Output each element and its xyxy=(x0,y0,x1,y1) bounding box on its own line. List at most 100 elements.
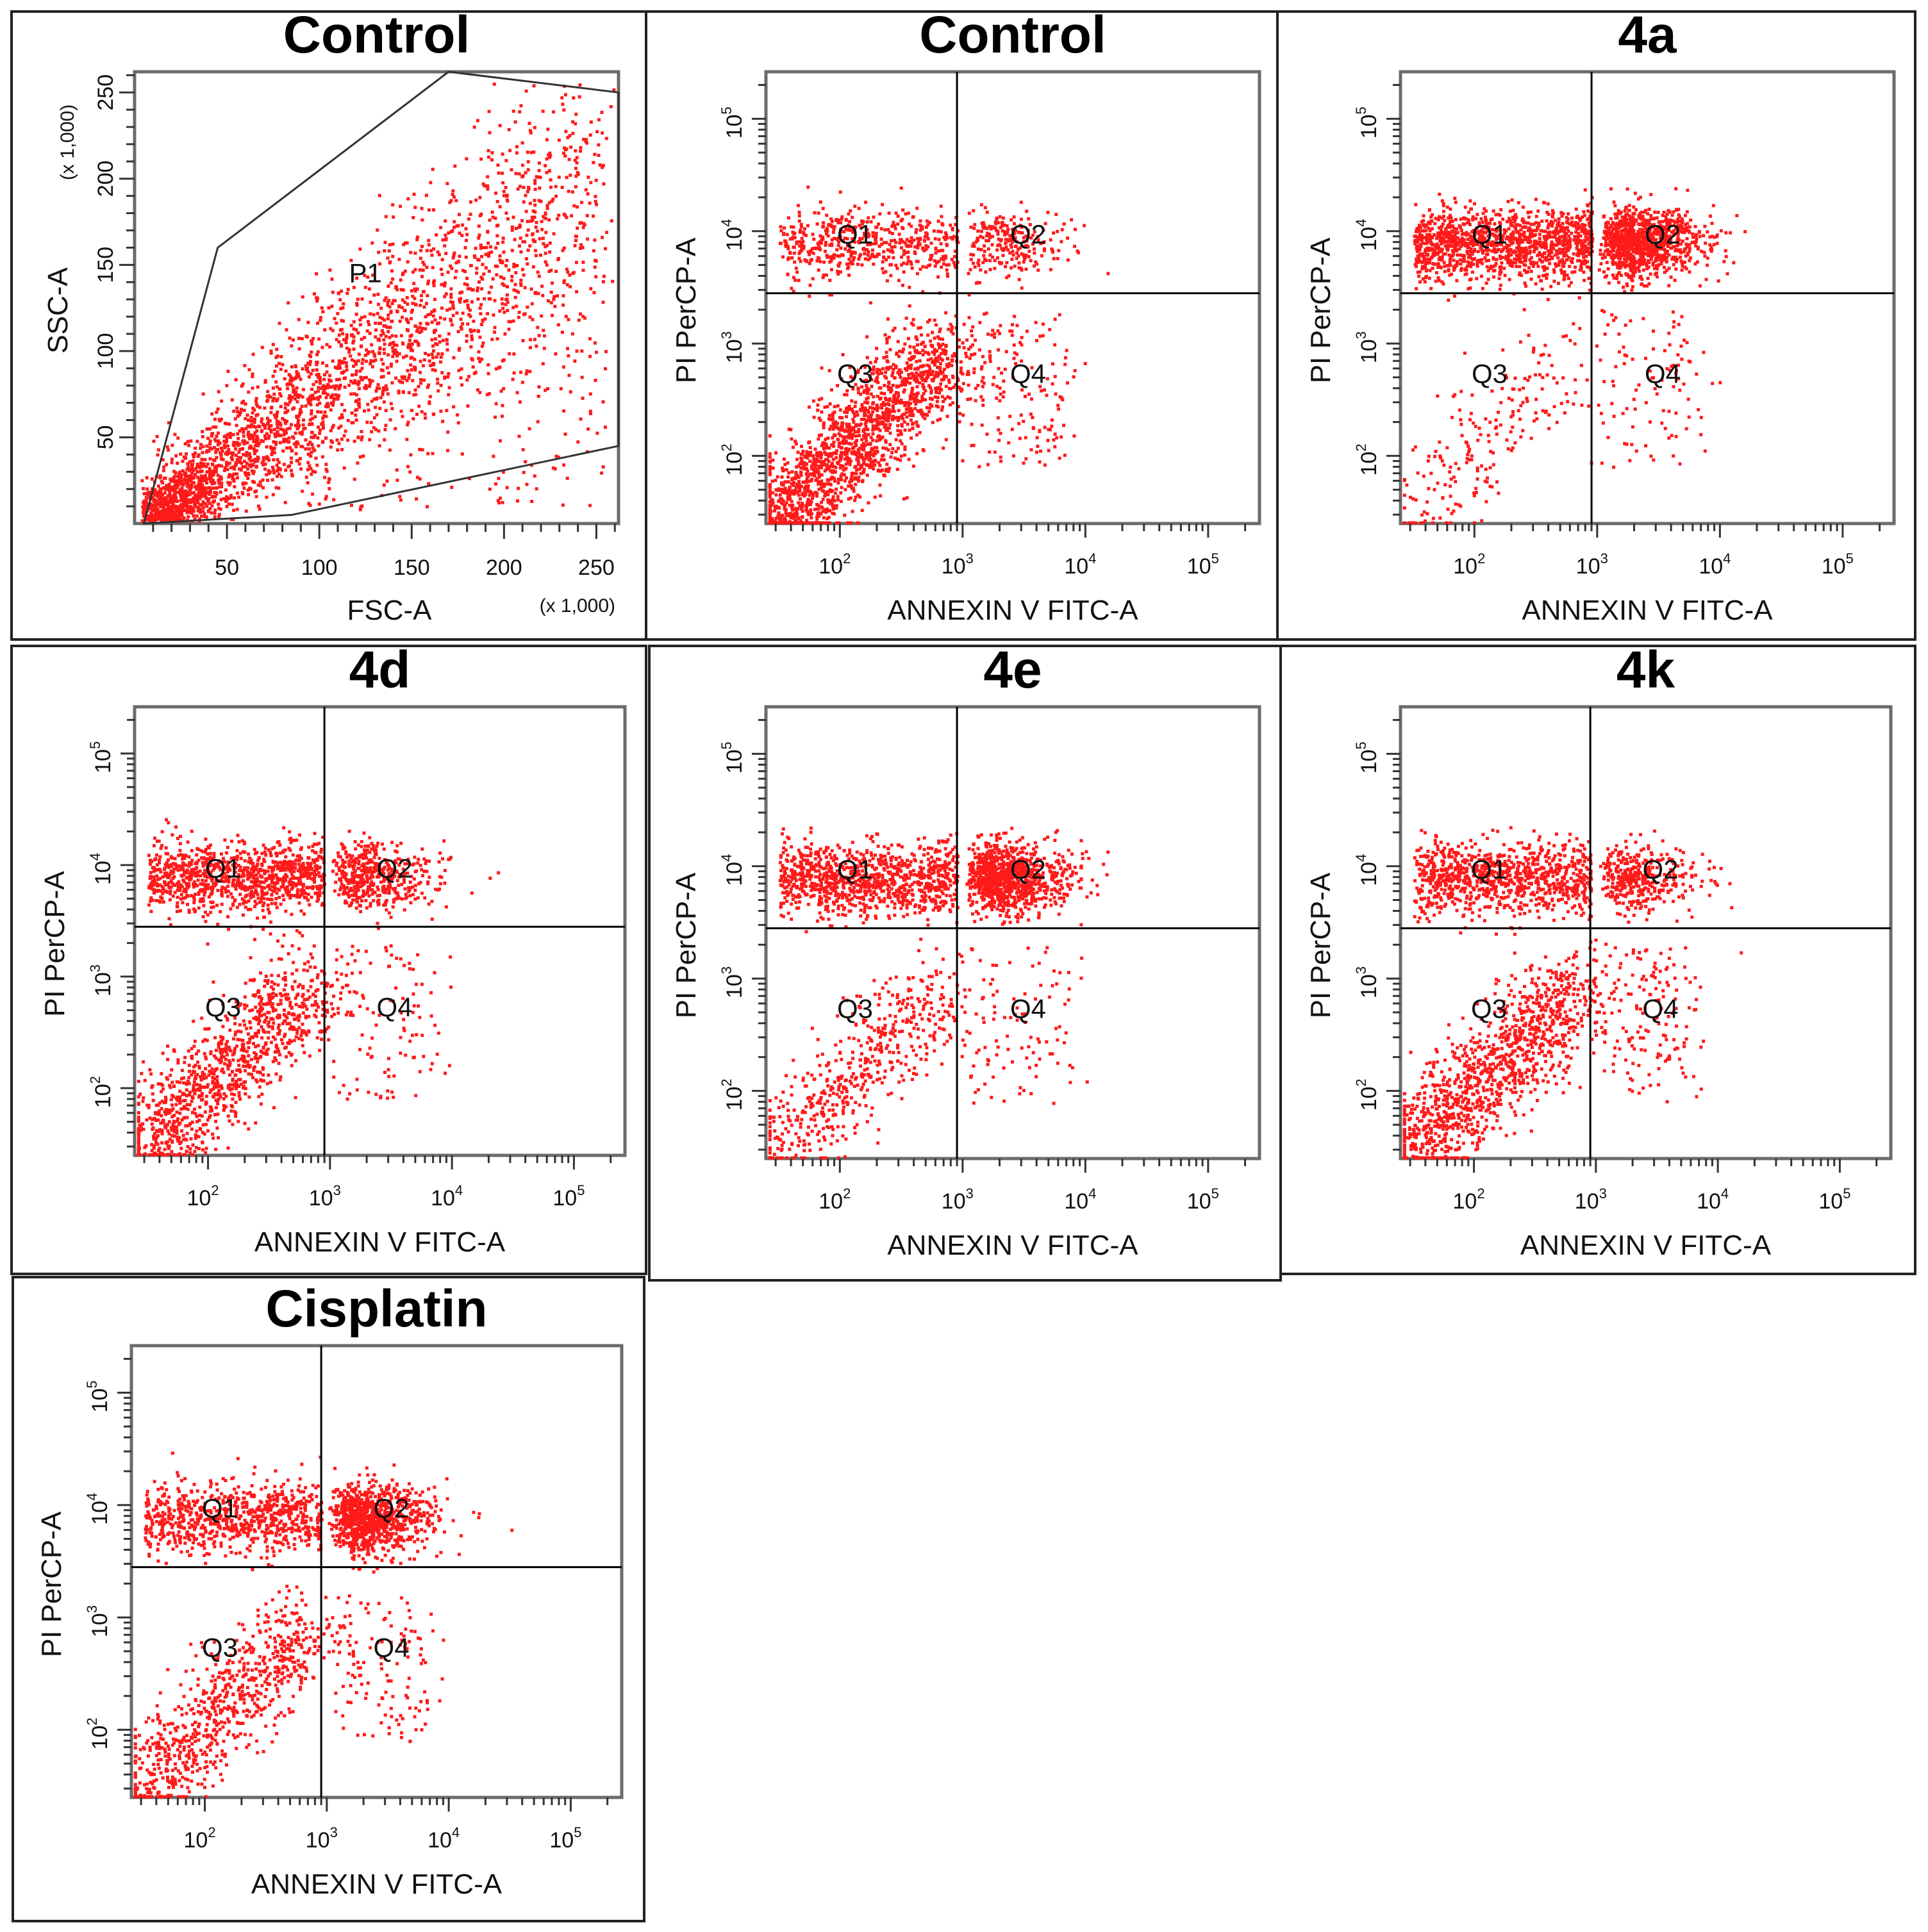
data-point xyxy=(830,502,834,506)
data-point xyxy=(265,395,269,399)
data-point xyxy=(436,389,440,393)
data-point xyxy=(398,495,402,499)
data-point xyxy=(225,504,229,508)
data-point xyxy=(1042,249,1046,252)
data-point xyxy=(845,521,849,525)
data-point xyxy=(950,325,954,329)
data-point xyxy=(406,260,410,264)
data-point xyxy=(610,219,613,223)
data-point xyxy=(526,160,530,163)
data-point xyxy=(1049,238,1052,242)
data-point xyxy=(460,233,464,237)
data-point xyxy=(479,312,483,316)
data-point xyxy=(911,318,915,322)
data-point xyxy=(345,368,349,372)
data-point xyxy=(521,448,525,452)
data-point xyxy=(903,342,907,346)
data-point xyxy=(269,424,273,427)
data-point xyxy=(768,491,772,495)
data-point xyxy=(374,427,378,431)
data-point xyxy=(195,440,199,443)
data-point xyxy=(206,509,210,513)
data-point xyxy=(181,491,185,495)
data-point xyxy=(888,348,892,352)
data-point xyxy=(300,430,304,434)
data-point xyxy=(1022,260,1026,264)
data-point xyxy=(580,201,584,204)
data-point xyxy=(272,450,276,454)
data-point xyxy=(356,331,360,334)
data-point xyxy=(383,351,386,355)
data-point xyxy=(977,258,981,262)
data-point xyxy=(301,423,305,427)
data-point xyxy=(1046,438,1050,442)
data-point xyxy=(399,288,403,292)
data-point xyxy=(904,401,908,405)
data-point xyxy=(1001,395,1005,399)
data-point xyxy=(170,461,174,465)
data-point xyxy=(340,448,344,452)
data-point xyxy=(958,420,961,424)
data-point xyxy=(550,199,554,203)
data-point xyxy=(910,389,914,393)
data-point xyxy=(917,351,921,355)
data-point xyxy=(1006,248,1010,252)
data-point xyxy=(528,370,532,374)
data-point xyxy=(172,470,176,474)
data-point xyxy=(852,411,856,415)
data-point xyxy=(169,497,172,501)
data-point xyxy=(213,458,217,462)
data-point xyxy=(502,277,506,281)
data-point xyxy=(377,251,381,254)
data-point xyxy=(844,488,847,491)
data-point xyxy=(935,390,938,394)
data-point xyxy=(244,417,247,420)
data-point xyxy=(579,145,583,149)
data-point xyxy=(488,297,492,301)
data-point xyxy=(338,417,342,420)
data-point xyxy=(271,374,275,378)
data-point xyxy=(215,486,219,490)
data-point xyxy=(486,187,490,191)
data-point xyxy=(317,444,320,448)
data-point xyxy=(944,311,948,315)
data-point xyxy=(397,352,401,356)
data-point xyxy=(272,427,276,431)
data-point xyxy=(274,380,278,384)
data-point xyxy=(874,359,877,363)
data-point xyxy=(418,268,422,272)
data-point xyxy=(825,446,829,450)
data-point xyxy=(549,290,553,294)
data-point xyxy=(910,436,913,440)
data-point xyxy=(844,462,848,466)
data-point xyxy=(411,379,415,383)
data-point xyxy=(307,447,311,451)
data-point xyxy=(797,501,801,505)
data-point xyxy=(981,354,985,358)
data-point xyxy=(272,446,276,450)
data-point xyxy=(981,221,985,225)
data-point xyxy=(986,247,990,251)
data-point xyxy=(201,434,204,438)
data-point xyxy=(313,390,317,394)
data-point xyxy=(518,185,522,188)
data-point xyxy=(794,477,797,481)
data-point xyxy=(1063,356,1067,359)
data-point xyxy=(1001,254,1005,258)
data-point xyxy=(593,341,597,345)
data-point xyxy=(1066,236,1070,240)
data-point xyxy=(383,438,386,442)
data-point xyxy=(188,474,192,478)
data-point xyxy=(271,465,275,469)
data-point xyxy=(184,456,188,459)
data-point xyxy=(770,479,774,483)
data-point xyxy=(291,338,295,342)
data-point xyxy=(201,465,204,468)
data-point xyxy=(1018,436,1022,440)
data-point xyxy=(921,383,925,386)
data-point xyxy=(256,443,260,447)
data-point xyxy=(145,476,149,480)
data-point xyxy=(335,438,339,442)
data-point xyxy=(487,291,491,295)
data-point xyxy=(354,363,358,367)
